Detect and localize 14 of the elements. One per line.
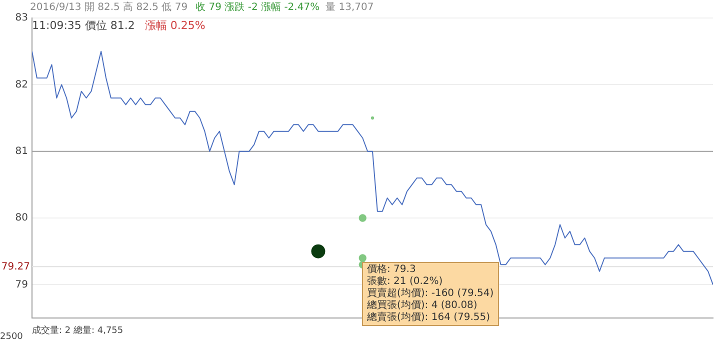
annotation: 價格: 79.3 張數: 21 (0.2%) 買賣超(均價): -160 (79.54) 總買張(均價): 4 (80.08) 總賣張(均價): 164 (79.55) [362,262,499,326]
chart-title: 2016/9/13 開 82.5 高 82.5 低 79 [30,0,188,15]
y-tick-label: 80 [15,212,28,224]
chart-subtitle: 收 79 漲跌 -2 漲幅 -2.47% [196,0,320,15]
y-tick-label: 81 [15,146,28,157]
y-tick-label: 82 [15,79,28,90]
ref-line-label: 79.27 [1,261,30,272]
text: 量 13,707 [326,1,374,15]
y-tick-label: 79 [15,279,28,290]
annotation: 漲幅 0.25% [144,18,206,33]
text: 2500 [0,331,23,340]
annotation: 11:09:35 價位 81.2 [32,18,135,33]
text: 成交量: 2 總量: 4,755 [32,324,124,338]
y-tick-label: 83 [15,12,28,24]
